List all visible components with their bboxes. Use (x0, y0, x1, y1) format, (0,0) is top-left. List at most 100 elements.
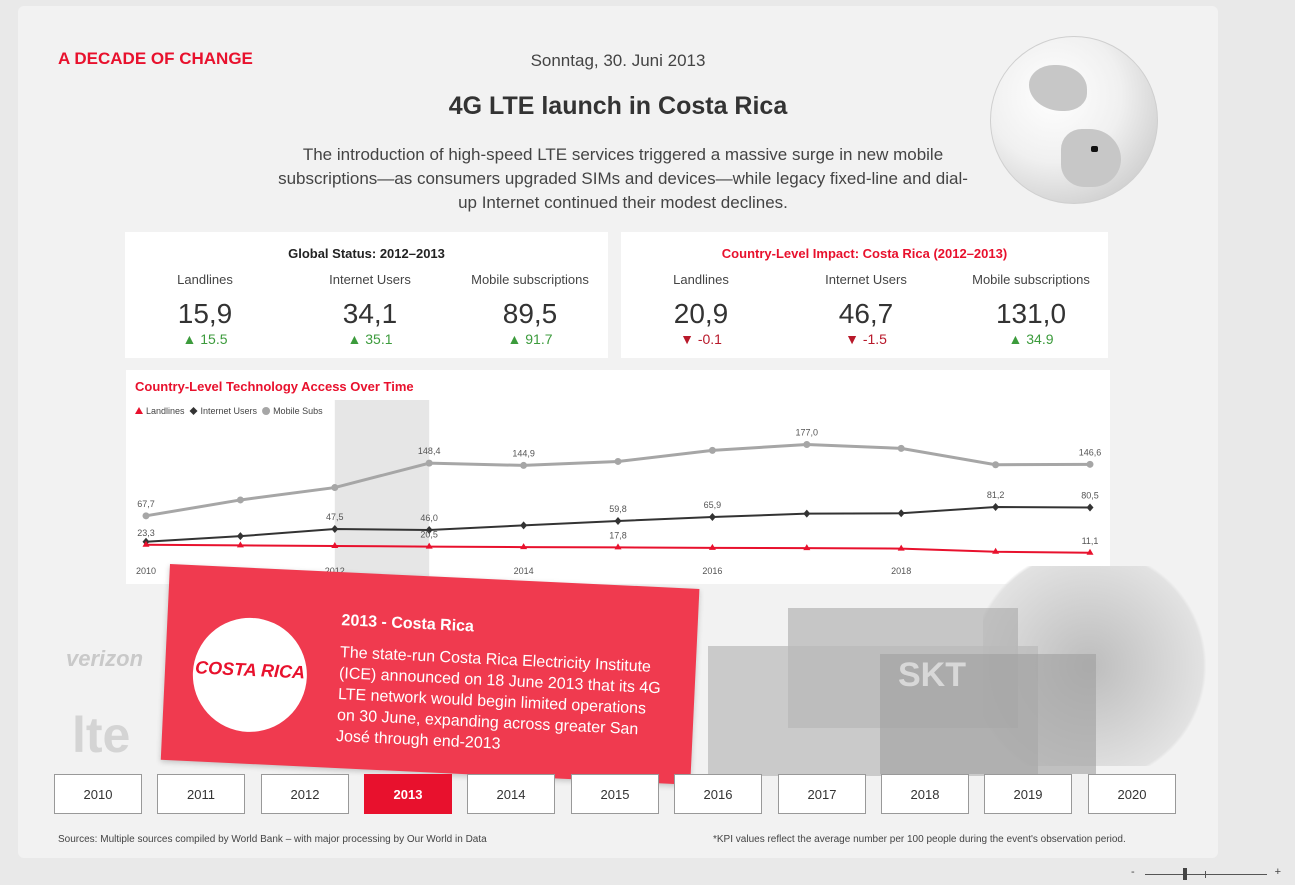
data-point (614, 516, 622, 525)
kpi-change-value: -0.1 (697, 331, 722, 347)
kpi-country-internet: Internet Users 46,7 ▼ -1.5 (786, 272, 946, 347)
data-label: 23,3 (137, 528, 155, 538)
data-point (992, 503, 1000, 512)
page-title: 4G LTE launch in Costa Rica (448, 92, 788, 120)
kpi-country-title: Country-Level Impact: Costa Rica (2012–2… (721, 246, 1008, 261)
data-label: 81,2 (987, 490, 1005, 500)
data-point (708, 446, 716, 454)
data-point (520, 521, 528, 530)
down-arrow-icon: ▼ (845, 331, 859, 347)
kpi-global-internet: Internet Users 34,1 ▲ 35.1 (290, 272, 450, 347)
down-arrow-icon: ▼ (680, 331, 694, 347)
event-date: Sonntag, 30. Juni 2013 (530, 51, 706, 70)
north-america-shape (1029, 65, 1087, 111)
data-label: 20,5 (420, 530, 438, 540)
kpi-label: Mobile subscriptions (972, 272, 1090, 287)
kpi-value: 34,1 (342, 298, 398, 329)
data-label: 67,7 (137, 499, 155, 509)
kpi-change: ▲ 34.9 (951, 331, 1111, 347)
data-label: 144,9 (512, 448, 535, 458)
zoom-out-button[interactable]: - (1131, 866, 1135, 878)
kpi-country-card: Country-Level Impact: Costa Rica (2012–2… (621, 232, 1108, 358)
data-point (142, 540, 150, 547)
data-point (1086, 548, 1094, 555)
data-point (142, 512, 150, 520)
intro-text: The introduction of high-speed LTE servi… (278, 145, 968, 212)
verizon-logo: verizon (66, 646, 144, 671)
kpi-change-value: 35.1 (365, 331, 393, 347)
zoom-track (1145, 874, 1267, 875)
data-point (520, 543, 528, 550)
data-label: 59,8 (609, 504, 627, 514)
costa-rica-marker (1091, 146, 1098, 152)
kpi-global-mobile: Mobile subscriptions 89,5 ▲ 91.7 (450, 272, 610, 347)
background-skt-image (880, 654, 1096, 774)
data-label: 65,9 (704, 500, 722, 510)
kpi-change-value: 15.5 (200, 331, 228, 347)
up-arrow-icon: ▲ (1008, 331, 1023, 347)
kpi-value: 20,9 (673, 298, 729, 329)
kpi-country-landlines: Landlines 20,9 ▼ -0.1 (621, 272, 781, 347)
year-button-2016[interactable]: 2016 (674, 774, 762, 814)
year-button-2010[interactable]: 2010 (54, 774, 142, 814)
kpi-global-title: Global Status: 2012–2013 (288, 246, 445, 261)
chart-title: Country-Level Technology Access Over Tim… (135, 379, 414, 394)
data-point (897, 444, 905, 452)
year-button-2015[interactable]: 2015 (571, 774, 659, 814)
data-point (425, 542, 433, 549)
brand-title: A DECADE OF CHANGE (58, 49, 253, 68)
data-point (992, 461, 1000, 469)
data-point (897, 544, 905, 551)
kpi-change-value: -1.5 (862, 331, 887, 347)
kpi-country-mobile: Mobile subscriptions 131,0 ▲ 34.9 (951, 272, 1111, 347)
legend-marker (189, 407, 198, 415)
costa-rica-logo-text: COSTA RICA (194, 657, 306, 683)
sources-note: Sources: Multiple sources compiled by Wo… (58, 834, 487, 845)
zoom-in-button[interactable]: + (1274, 866, 1281, 878)
kpi-global-card: Global Status: 2012–2013 Landlines 15,9 … (125, 232, 608, 358)
kpi-change: ▼ -1.5 (786, 331, 946, 347)
legend-marker (135, 407, 143, 414)
year-button-2014[interactable]: 2014 (467, 774, 555, 814)
year-button-2017[interactable]: 2017 (778, 774, 866, 814)
data-point (236, 541, 244, 548)
year-button-2020[interactable]: 2020 (1088, 774, 1176, 814)
data-label: 11,1 (1082, 536, 1099, 546)
data-label: 47,5 (326, 512, 344, 522)
year-button-2011[interactable]: 2011 (157, 774, 245, 814)
data-point (1086, 503, 1094, 512)
data-point (614, 457, 622, 465)
kpi-change: ▲ 35.1 (290, 331, 450, 347)
data-point (992, 547, 1000, 554)
year-button-2018[interactable]: 2018 (881, 774, 969, 814)
data-label: 17,8 (609, 530, 627, 540)
up-arrow-icon: ▲ (182, 331, 197, 347)
data-point (520, 461, 528, 469)
line-chart-card: Landlines Internet Users Mobile Subs 67,7 14… (126, 370, 1110, 584)
kpi-change: ▲ 15.5 (125, 331, 285, 347)
costa-rica-logo: COSTA RICA (190, 615, 310, 735)
up-arrow-icon: ▲ (347, 331, 362, 347)
year-button-2012[interactable]: 2012 (261, 774, 349, 814)
kpi-label: Internet Users (825, 272, 907, 287)
zoom-slider-thumb[interactable] (1183, 868, 1187, 880)
kpi-global-landlines: Landlines 15,9 ▲ 15.5 (125, 272, 285, 347)
legend-label: Mobile Subs (273, 406, 323, 416)
data-point (803, 440, 811, 448)
lte-logo: lte (72, 707, 131, 763)
kpi-change-value: 34.9 (1026, 331, 1054, 347)
data-point (425, 459, 433, 467)
kpi-value: 46,7 (838, 298, 894, 329)
year-button-2013[interactable]: 2013 (364, 774, 452, 814)
data-point (708, 543, 716, 550)
data-point (236, 532, 244, 541)
data-point (236, 496, 244, 504)
event-card: COSTA RICA 2013 - Costa Rica The state-r… (160, 564, 700, 785)
skt-logo: SKT (898, 656, 966, 694)
data-point (614, 543, 622, 550)
event-body: The state-run Costa Rica Electricity Ins… (335, 644, 662, 753)
kpi-value: 15,9 (177, 298, 233, 329)
year-button-2019[interactable]: 2019 (984, 774, 1072, 814)
kpi-change-value: 91.7 (525, 331, 553, 347)
kpi-footnote: *KPI values reflect the average number p… (713, 834, 1126, 845)
